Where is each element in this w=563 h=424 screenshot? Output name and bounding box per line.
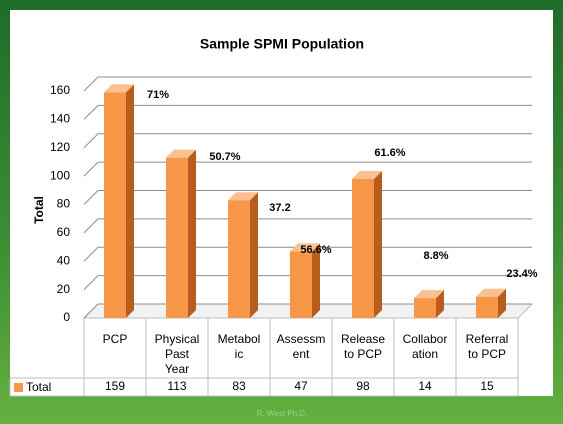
x-tick-label: Past — [165, 347, 190, 361]
y-tick-label: 100 — [50, 168, 70, 182]
x-tick-label: Assessm — [277, 332, 326, 346]
y-axis-label: Total — [32, 196, 46, 224]
bar-face — [352, 170, 382, 179]
annotation: 56.6% — [300, 244, 331, 256]
bar-face — [104, 92, 126, 318]
x-tick-label: Year — [165, 362, 189, 376]
bar-face — [312, 243, 320, 318]
x-tick-label: Physical — [155, 332, 200, 346]
y-tick-label: 80 — [57, 197, 71, 211]
bar — [228, 192, 258, 318]
table-value: 98 — [356, 379, 370, 393]
table-value: 159 — [105, 379, 125, 393]
legend-label: Total — [26, 380, 51, 394]
legend-swatch — [14, 383, 23, 392]
table-value: 14 — [418, 379, 432, 393]
annotation: 8.8% — [423, 250, 448, 262]
footer: R. West Ph.D. — [257, 409, 308, 418]
grid-line — [83, 275, 532, 290]
x-tick-label: Referral — [466, 332, 509, 346]
bar-face — [352, 178, 374, 318]
bar-face — [228, 192, 258, 201]
bar-face — [126, 84, 134, 318]
y-tick-label: 40 — [57, 253, 71, 267]
grid-line — [83, 133, 532, 149]
table-value: 47 — [294, 379, 308, 393]
x-tick-label: to PCP — [344, 347, 382, 361]
grid-line — [83, 104, 532, 120]
bar-face — [166, 149, 196, 158]
annotation: 37.2 — [269, 202, 290, 214]
grid-line — [83, 161, 532, 177]
bar-face — [188, 149, 196, 318]
y-tick-label: 140 — [50, 112, 70, 126]
table-value: 83 — [232, 379, 246, 393]
bar-face — [166, 157, 188, 318]
bar-face — [436, 290, 444, 318]
bar — [166, 149, 196, 318]
table-value: 15 — [480, 379, 494, 393]
grid-line — [83, 218, 532, 234]
bar — [352, 170, 382, 318]
bar-face — [498, 288, 506, 318]
bar — [414, 290, 444, 318]
table-value: 113 — [167, 379, 186, 393]
x-tick-label: ic — [235, 347, 244, 361]
x-tick-label: Metabol — [218, 332, 261, 346]
y-tick-label: 20 — [57, 282, 71, 296]
grid-line — [83, 246, 532, 262]
annotation: 23.4% — [506, 268, 537, 280]
bar — [104, 84, 134, 318]
bar-face — [290, 251, 312, 318]
grid-line — [83, 303, 532, 319]
chart-title: Sample SPMI Population — [200, 36, 364, 52]
bar-face — [414, 298, 436, 318]
bar — [476, 288, 506, 318]
bar-face — [414, 290, 444, 299]
panel — [10, 10, 553, 396]
bar — [290, 243, 320, 318]
x-tick-label: PCP — [103, 332, 128, 346]
annotation: 50.7% — [209, 151, 240, 163]
bar-face — [290, 243, 320, 252]
bar-face — [476, 296, 498, 318]
x-tick-label: ent — [293, 347, 310, 361]
y-tick-label: 60 — [57, 225, 71, 239]
bar-face — [374, 170, 382, 318]
bar-face — [104, 84, 134, 93]
bar-face — [476, 288, 506, 297]
x-tick-label: to PCP — [468, 347, 506, 361]
y-tick-label: 0 — [63, 310, 70, 324]
bar-face — [228, 200, 250, 318]
y-tick-label: 160 — [50, 83, 70, 97]
bar-face — [250, 192, 258, 318]
annotation: 61.6% — [374, 147, 405, 159]
y-tick-label: 120 — [50, 140, 70, 154]
annotation: 71% — [147, 89, 169, 101]
grid-line — [83, 76, 532, 92]
grid-line — [83, 190, 532, 205]
x-tick-label: Release — [341, 332, 385, 346]
x-tick-label: Collabor — [403, 332, 448, 346]
x-tick-label: ation — [412, 347, 438, 361]
